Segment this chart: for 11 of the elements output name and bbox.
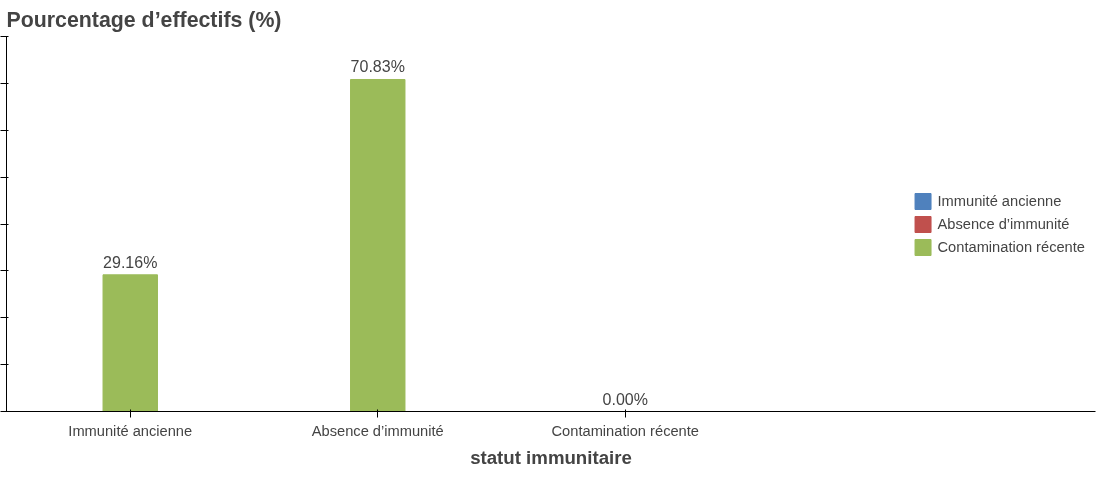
data-label: 29.16% xyxy=(103,253,158,271)
legend-label: Contamination récente xyxy=(937,238,1085,255)
x-axis-title: statut immunitaire xyxy=(470,446,632,468)
x-tick-label: Absence d’immunité xyxy=(311,422,444,439)
x-tick-label: Contamination récente xyxy=(551,422,699,439)
y-axis-title: Pourcentage d’effectifs (%) xyxy=(6,7,282,32)
data-label: 0.00% xyxy=(602,390,648,408)
legend-label: Absence d’immunité xyxy=(937,215,1070,232)
legend-label: Immunité ancienne xyxy=(937,192,1062,209)
x-tick-label: Immunité ancienne xyxy=(68,422,193,439)
data-label: 70.83% xyxy=(350,58,405,76)
